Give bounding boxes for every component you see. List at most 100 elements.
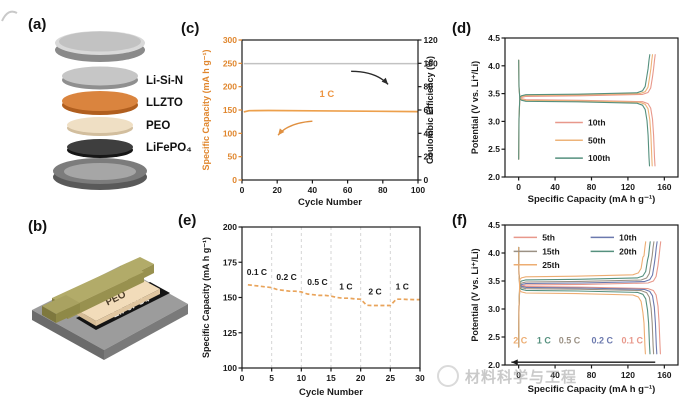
peo-disc: [67, 117, 133, 136]
data-series: [247, 283, 420, 307]
svg-text:15th: 15th: [542, 246, 559, 256]
svg-text:120: 120: [621, 182, 635, 192]
svg-text:2.5: 2.5: [488, 144, 500, 154]
watermark-text: 材料科学与工程: [465, 368, 578, 386]
svg-text:10: 10: [297, 373, 307, 383]
svg-text:Cycle Number: Cycle Number: [299, 387, 363, 398]
svg-text:3.5: 3.5: [488, 89, 500, 99]
clamp-bridge: [42, 257, 154, 323]
svg-text:200: 200: [223, 82, 237, 92]
svg-text:60: 60: [343, 185, 353, 195]
llzto-disc: [62, 91, 138, 115]
svg-text:25: 25: [386, 373, 396, 383]
svg-text:160: 160: [657, 370, 671, 380]
svg-text:10th: 10th: [588, 118, 605, 128]
svg-text:0.1 C: 0.1 C: [622, 336, 644, 346]
pointer-arrow: [511, 359, 656, 366]
svg-text:175: 175: [223, 257, 237, 267]
svg-text:4.0: 4.0: [488, 248, 500, 258]
svg-text:0.1 C: 0.1 C: [247, 267, 267, 277]
coin-cell-stack-schematic: [53, 31, 147, 190]
legend: 10th 50th 100th: [555, 118, 610, 163]
svg-text:0: 0: [516, 182, 521, 192]
y-axis: 0 50 100 150 200 250 300 Specific Capacity (mA …: [201, 35, 242, 185]
svg-text:50th: 50th: [588, 135, 605, 145]
y-axis: 2.0 2.5 3.0 3.5 4.0 4.5 Potential (V vs. Li⁺/L…: [470, 220, 505, 370]
layer-label-llzto: LLZTO: [146, 97, 183, 109]
svg-text:5: 5: [269, 373, 274, 383]
svg-text:120: 120: [424, 35, 438, 45]
svg-text:1 C: 1 C: [396, 282, 409, 292]
watermark-logo-icon: [437, 365, 459, 387]
svg-text:3.5: 3.5: [488, 276, 500, 286]
y-axis: 2.0 2.5 3.0 3.5 4.0 4.5 Potential (V vs. Li⁺/L…: [470, 33, 505, 182]
svg-text:1 C: 1 C: [537, 336, 552, 346]
annotations: 2 C 1 C 0.5 C 0.2 C 0.1 C: [513, 336, 643, 346]
layer-label-lifepo4: LiFePO₄: [146, 142, 192, 154]
svg-text:100: 100: [411, 185, 425, 195]
svg-text:0: 0: [516, 370, 521, 380]
svg-text:150: 150: [223, 105, 237, 115]
svg-text:100: 100: [223, 363, 237, 373]
svg-text:2.0: 2.0: [488, 360, 500, 370]
panel-d-label: (d): [452, 20, 472, 37]
y-axis: 100 125 150 175 200 Specific Capacity (mA h g…: [201, 222, 242, 373]
pointer-arrow: [351, 70, 389, 85]
svg-text:60: 60: [424, 105, 434, 115]
svg-text:300: 300: [223, 35, 237, 45]
svg-text:80: 80: [378, 185, 388, 195]
svg-text:4.5: 4.5: [488, 220, 500, 230]
thin-film-cell-schematic: LiFePO₄ PEO: [32, 257, 188, 360]
panel-a-label: (a): [28, 16, 47, 33]
svg-text:Specific Capacity (mA h g⁻¹): Specific Capacity (mA h g⁻¹): [201, 237, 211, 358]
li-si-n-disc: [62, 66, 138, 90]
svg-text:1 C: 1 C: [339, 282, 352, 292]
chart-panel-e-rate: 0 5 10 15 20 25 30 Cycle Number 100 125 150 175 200 S…: [201, 222, 425, 398]
svg-text:150: 150: [223, 293, 237, 303]
watermark: 材料科学与工程: [437, 365, 577, 387]
top-cap-disc: [55, 31, 145, 62]
svg-text:250: 250: [223, 58, 237, 68]
svg-text:40: 40: [550, 182, 560, 192]
svg-text:40: 40: [550, 370, 560, 380]
svg-text:100: 100: [223, 128, 237, 138]
svg-text:80: 80: [424, 82, 434, 92]
svg-text:20th: 20th: [619, 246, 636, 256]
svg-text:0.5 C: 0.5 C: [307, 277, 327, 287]
annotations: 1 C: [319, 89, 334, 100]
svg-text:Cycle Number: Cycle Number: [298, 197, 362, 208]
svg-text:40: 40: [424, 128, 434, 138]
svg-text:4.5: 4.5: [488, 33, 500, 43]
panel-f-label: (f): [452, 212, 467, 229]
y2-axis: 0 20 40 60 80 100 120 Coulombic Efficiency (%): [418, 35, 438, 185]
svg-text:100: 100: [424, 58, 438, 68]
svg-text:125: 125: [223, 328, 237, 338]
svg-text:80: 80: [587, 370, 597, 380]
svg-text:2.0: 2.0: [488, 172, 500, 182]
svg-text:1 C: 1 C: [319, 89, 334, 100]
data-series: [518, 241, 662, 355]
bottom-case: [53, 158, 147, 190]
svg-text:3.0: 3.0: [488, 304, 500, 314]
layer-label-li-si-n: Li-Si-N: [146, 75, 184, 87]
svg-text:Specific Capacity (mA h g⁻¹): Specific Capacity (mA h g⁻¹): [528, 384, 656, 395]
svg-text:0: 0: [424, 175, 429, 185]
svg-text:200: 200: [223, 222, 237, 232]
x-axis: 0 5 10 15 20 25 30 Cycle Number: [240, 368, 425, 398]
svg-text:Potential (V vs. Li⁺/Li): Potential (V vs. Li⁺/Li): [470, 61, 480, 154]
svg-text:Specific Capacity (mA h g⁻¹): Specific Capacity (mA h g⁻¹): [201, 50, 211, 171]
data-series: [518, 54, 656, 167]
svg-text:Potential (V vs. Li⁺/Li): Potential (V vs. Li⁺/Li): [470, 248, 480, 341]
data-series: [243, 62, 419, 113]
svg-text:Coulombic Efficiency (%): Coulombic Efficiency (%): [425, 56, 435, 164]
svg-text:0: 0: [240, 373, 245, 383]
svg-text:0.2 C: 0.2 C: [276, 272, 296, 282]
panel-c-label: (c): [181, 20, 200, 37]
x-axis: 0 20 40 60 80 100 Cycle Number: [240, 180, 425, 208]
svg-text:0.2 C: 0.2 C: [592, 336, 614, 346]
